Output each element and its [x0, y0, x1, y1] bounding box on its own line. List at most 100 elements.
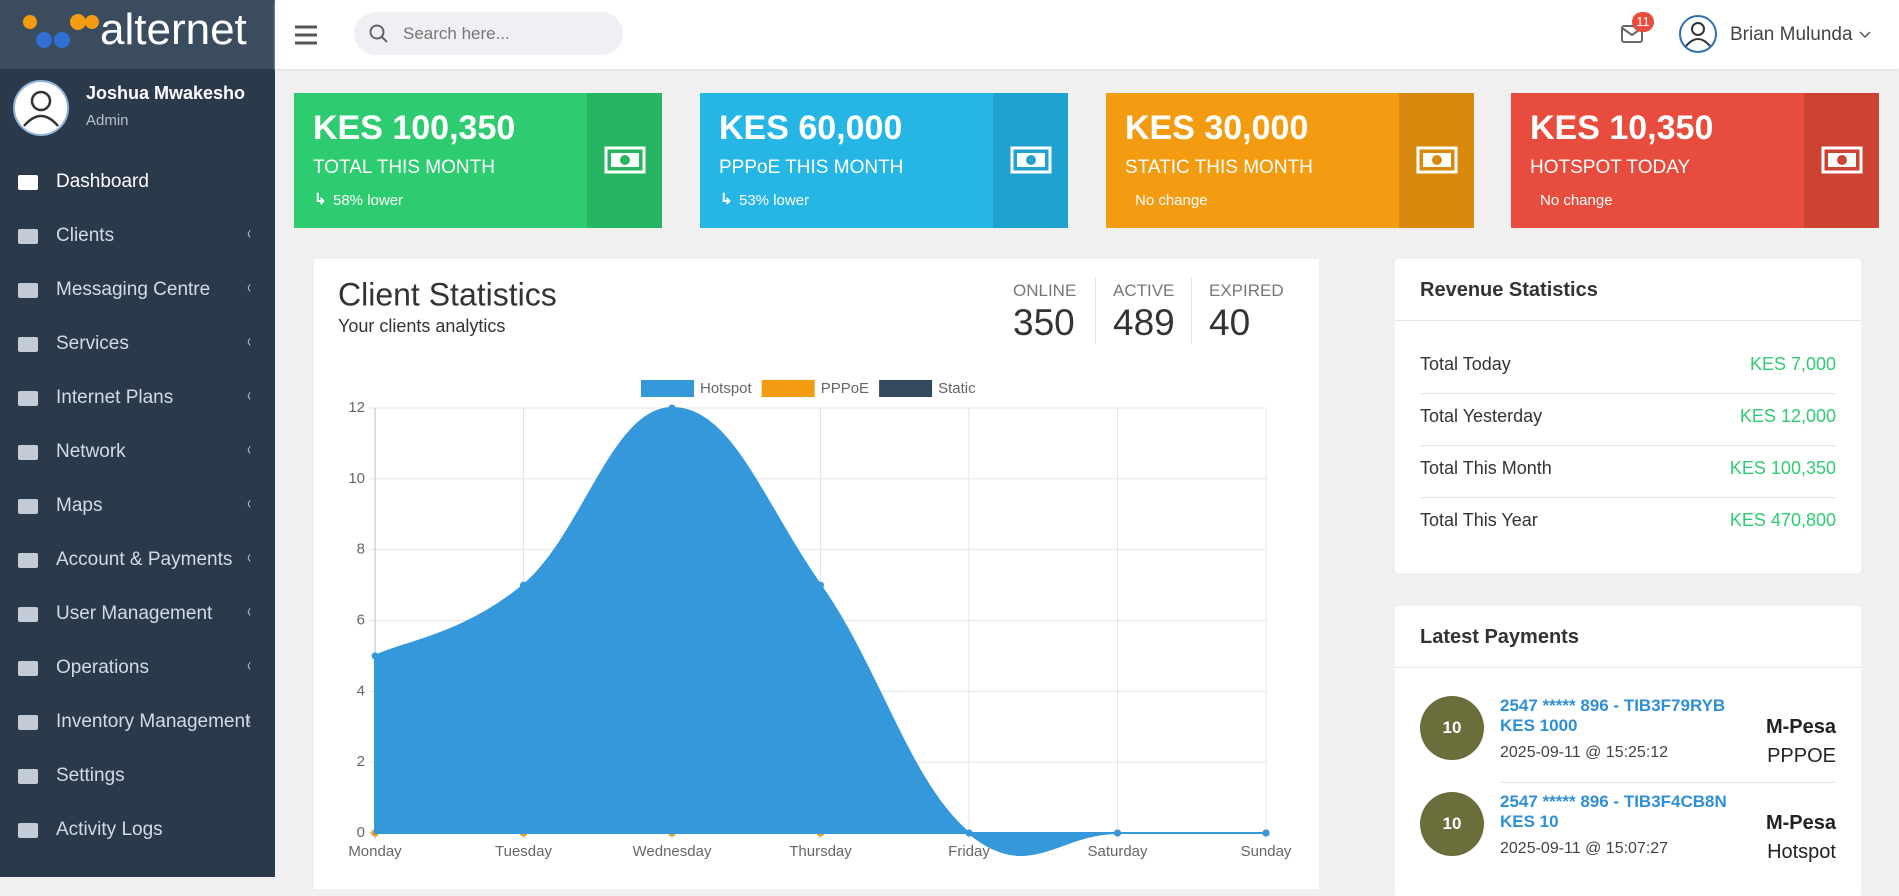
stat-label: EXPIRED [1209, 281, 1284, 300]
stat-card: KES 60,000 PPPoE THIS MONTH ↳ 53% lower [700, 93, 1068, 228]
client-stats-panel [314, 259, 1319, 889]
menu-item[interactable]: Network ‹ [0, 430, 275, 474]
logo-mark [23, 14, 99, 48]
revenue-label: Total This Year [1420, 510, 1538, 530]
topbar: Search here... 11 Brian Mulunda [275, 0, 1899, 69]
menu-chevron: ‹ [247, 655, 251, 675]
menu-item[interactable]: User Management ‹ [0, 592, 275, 636]
menu-label: Clients [56, 225, 115, 246]
menu-chevron: ‹ [247, 601, 251, 621]
menu-label: Account & Payments [56, 549, 233, 570]
logo-bar: alternet [0, 0, 275, 69]
payment-amount[interactable]: KES 1000 [1500, 716, 1578, 735]
money-icon [604, 146, 646, 174]
trend-arrow: ↳ [720, 191, 733, 208]
user-role: Admin [86, 112, 129, 129]
revenue-label: Total This Month [1420, 458, 1552, 478]
card-value: KES 100,350 [313, 109, 516, 147]
search-box[interactable]: Search here... [354, 12, 623, 55]
card-label: TOTAL THIS MONTH [313, 157, 495, 178]
menu-icon [18, 661, 38, 676]
menu-icon [18, 229, 38, 244]
menu-item[interactable]: Internet Plans ‹ [0, 376, 275, 420]
menu-chevron: ‹ [247, 385, 251, 405]
menu-chevron: ‹ [247, 493, 251, 513]
menu-chevron: ‹ [247, 439, 251, 459]
menu-icon [18, 715, 38, 730]
stat-value: 40 [1209, 302, 1251, 343]
menu-label: Settings [56, 765, 125, 786]
search-placeholder: Search here... [403, 24, 510, 43]
row-divider [1420, 497, 1836, 498]
menu-item[interactable]: Account & Payments ‹ [0, 538, 275, 582]
money-icon [1010, 146, 1052, 174]
payment-time: 2025-09-11 @ 15:25:12 [1500, 744, 1669, 761]
menu-icon [18, 499, 38, 514]
payment-reference[interactable]: 2547 ***** 896 - TIB3F4CB8N [1500, 792, 1727, 811]
amount-badge: 10 [1420, 696, 1484, 760]
card-note: No change [1135, 192, 1208, 209]
payment-method: M-Pesa [1765, 716, 1836, 738]
money-icon [1821, 146, 1863, 174]
menu-icon [18, 607, 38, 622]
stat-value: 489 [1113, 302, 1175, 343]
payment-amount[interactable]: KES 10 [1500, 812, 1559, 831]
stat-label: ONLINE [1013, 281, 1077, 300]
menu-icon [18, 769, 38, 784]
card-label: HOTSPOT TODAY [1530, 157, 1691, 178]
revenue-value: KES 12,000 [1739, 406, 1836, 426]
logo-text: alternet [100, 5, 247, 54]
payment-reference[interactable]: 2547 ***** 896 - TIB3F79RYB [1500, 696, 1726, 715]
amount-badge: 10 [1420, 792, 1484, 856]
menu-item[interactable]: Operations ‹ [0, 646, 275, 690]
menu-chevron: ‹ [247, 547, 251, 567]
menu-label: Messaging Centre [56, 279, 211, 300]
payment-time: 2025-09-11 @ 15:07:27 [1500, 840, 1669, 857]
menu-icon [18, 445, 38, 460]
menu-item[interactable]: Maps ‹ [0, 484, 275, 528]
revenue-label: Total Today [1420, 354, 1511, 374]
menu-item[interactable]: Activity Logs [0, 808, 275, 852]
divider [1395, 667, 1861, 668]
card-note: No change [1540, 192, 1613, 209]
menu-icon [18, 283, 38, 298]
menu-icon [18, 337, 38, 352]
stat-label: ACTIVE [1113, 281, 1175, 300]
menu-label: Inventory Management [56, 711, 251, 732]
stat-card: KES 100,350 TOTAL THIS MONTH ↳ 58% lower [294, 93, 662, 228]
payment-type: PPPOE [1767, 745, 1836, 767]
menu-item[interactable]: Clients ‹ [0, 214, 275, 258]
menu-chevron: ‹ [247, 223, 251, 243]
menu-toggle[interactable] [295, 25, 319, 45]
menu-icon [18, 823, 38, 838]
stat-value: 350 [1013, 302, 1075, 343]
account-avatar[interactable] [1678, 14, 1718, 54]
account-name[interactable]: Brian Mulunda [1730, 24, 1853, 45]
stat-divider [1191, 278, 1192, 344]
menu-item[interactable]: Inventory Management ‹ [0, 700, 275, 744]
trend-arrow: ↳ [314, 191, 327, 208]
menu-label: Operations [56, 657, 149, 678]
revenue-label: Total Yesterday [1420, 406, 1543, 426]
card-value: KES 30,000 [1125, 109, 1309, 147]
card-note: 53% lower [739, 192, 810, 209]
sidebar: alternet Joshua Mwakesho Admin Dashboard… [0, 0, 275, 877]
menu-label: Maps [56, 495, 103, 516]
revenue-title: Revenue Statistics [1420, 279, 1598, 301]
card-note: 58% lower [333, 192, 404, 209]
menu-label: Dashboard [56, 171, 149, 192]
payments-title: Latest Payments [1420, 626, 1579, 648]
user-name: Joshua Mwakesho [86, 83, 246, 103]
menu-item[interactable]: Services ‹ [0, 322, 275, 366]
menu-item[interactable]: Messaging Centre ‹ [0, 268, 275, 312]
card-label: PPPoE THIS MONTH [719, 157, 904, 178]
row-divider [1420, 445, 1836, 446]
menu-item[interactable]: Settings [0, 754, 275, 798]
menu-label: User Management [56, 603, 213, 624]
payments-panel: Latest Payments 10 2547 ***** 896 - TIB3F… [1395, 606, 1861, 896]
account-chevron [1859, 31, 1871, 39]
card-value: KES 10,350 [1530, 109, 1714, 147]
revenue-value: KES 7,000 [1749, 354, 1836, 374]
menu-item[interactable]: Dashboard [0, 160, 275, 204]
menu-chevron: ‹ [247, 709, 251, 729]
